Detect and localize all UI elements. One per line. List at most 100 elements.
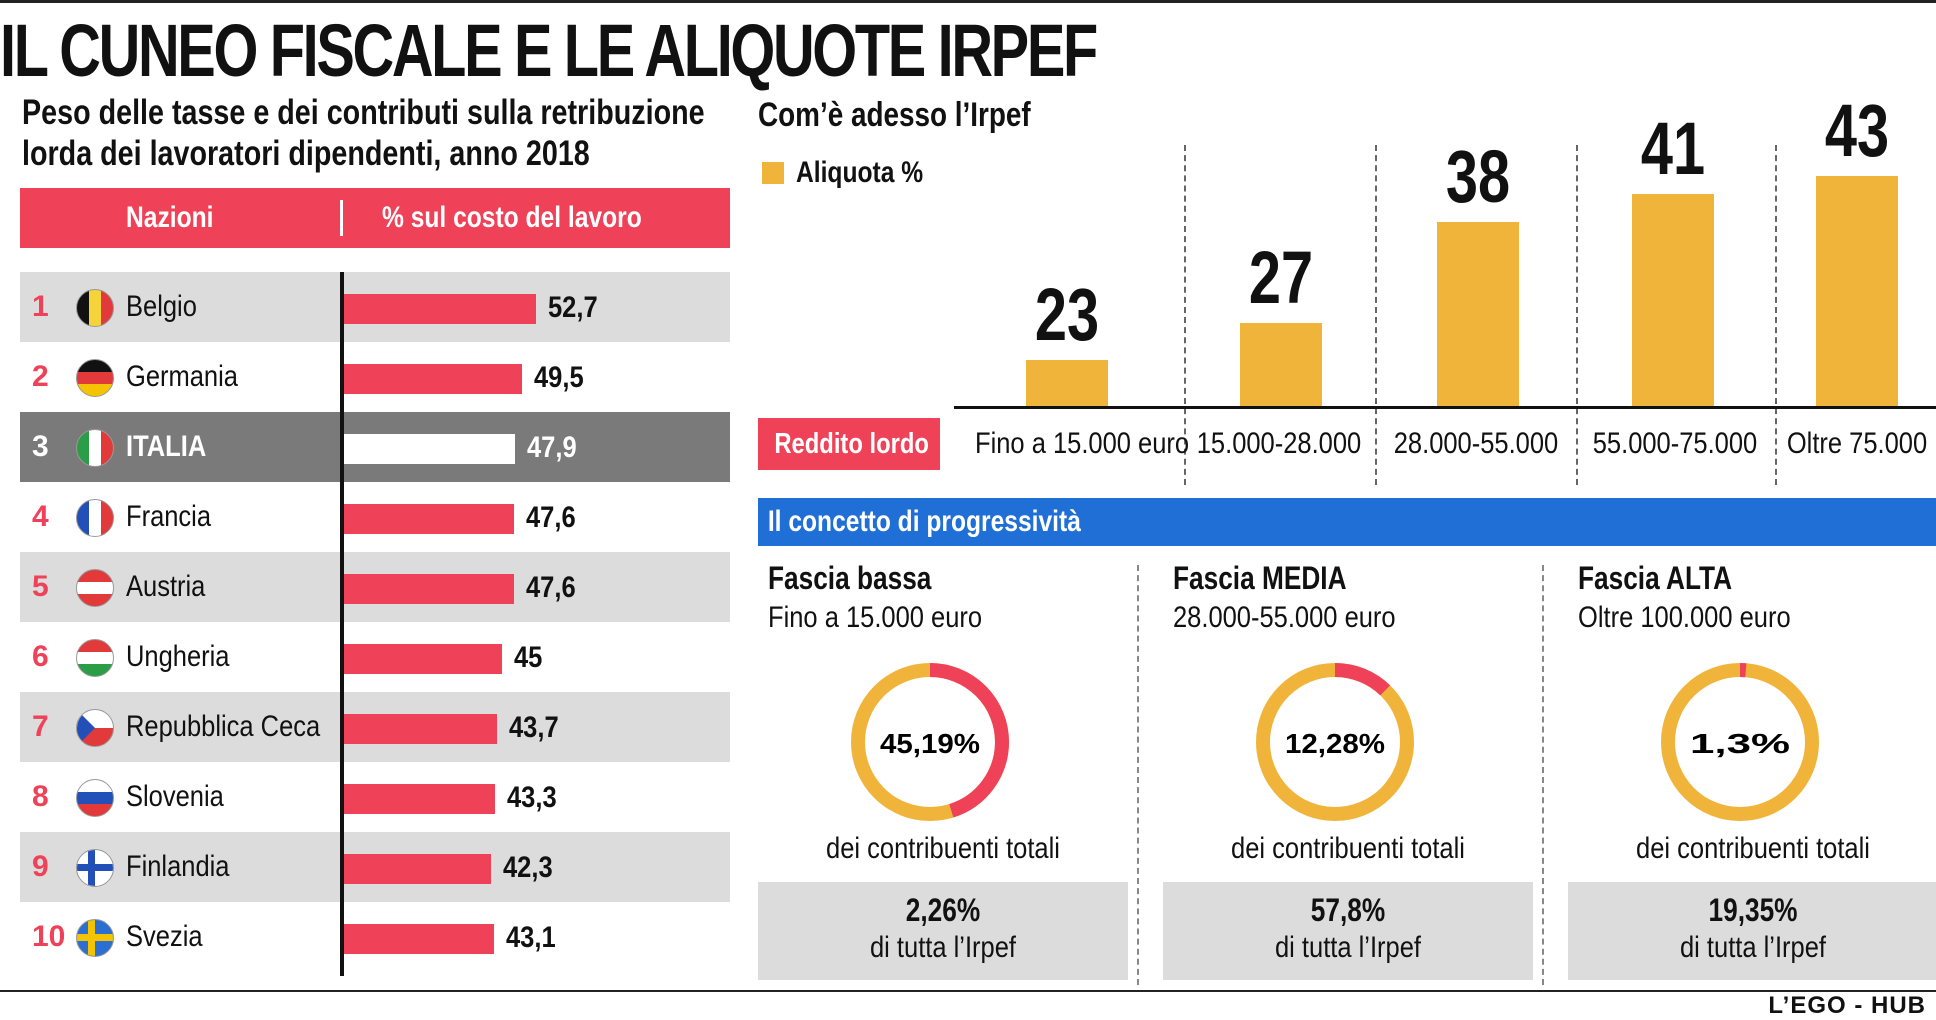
donut-chart: 1,3% xyxy=(1661,663,1819,821)
donut-pct-label: 1,3% xyxy=(1690,728,1790,759)
flag-ungheria-icon xyxy=(76,639,114,677)
bar-axis-line xyxy=(340,272,344,976)
table-row: 7 Repubblica Ceca 43,7 xyxy=(20,692,730,762)
left-chart-subtitle: Peso delle tasse e dei contributi sulla … xyxy=(22,93,705,173)
irpef-value-label: 43 xyxy=(1824,89,1890,172)
rank-number: 6 xyxy=(32,640,49,673)
table-row: 1 Belgio 52,7 xyxy=(20,272,730,342)
donut-share-arc xyxy=(1256,663,1414,821)
column-separator xyxy=(1542,565,1544,985)
contribuenti-label: dei contribuenti totali xyxy=(1231,832,1465,865)
irpef-bar xyxy=(1026,360,1108,406)
category-separator xyxy=(1184,145,1186,485)
bar-mark xyxy=(344,504,514,534)
bottom-rule xyxy=(0,990,1936,992)
rank-number: 10 xyxy=(32,920,66,953)
col-header-value: % sul costo del lavoro xyxy=(382,201,642,234)
flag-triangle xyxy=(77,710,95,746)
table-row: 8 Slovenia 43,3 xyxy=(20,762,730,832)
income-band-label: 15.000-28.000 xyxy=(1196,427,1362,460)
bar-value-label: 42,3 xyxy=(502,851,553,884)
irpef-value-label: 27 xyxy=(1248,236,1314,320)
progressivity-header: Il concetto di progressività xyxy=(758,498,1936,546)
country-name: Francia xyxy=(126,500,212,533)
income-band-label: Fino a 15.000 euro xyxy=(975,427,1190,460)
flag-germania-icon xyxy=(76,359,114,397)
flag-finlandia-icon xyxy=(76,849,114,887)
irpef-chart-title: Com’è adesso l’Irpef xyxy=(758,96,1031,134)
table-row: 2 Germania 49,5 xyxy=(20,342,730,412)
fascia-range: Fino a 15.000 euro xyxy=(768,601,983,634)
reddito-lordo-label: Reddito lordo xyxy=(758,418,940,470)
table-row: 10 Svezia 43,1 xyxy=(20,902,730,972)
category-separator xyxy=(1576,145,1578,485)
rank-number: 7 xyxy=(32,710,49,743)
rank-number: 1 xyxy=(32,290,49,323)
bar-mark xyxy=(344,364,523,394)
table-row: 9 Finlandia 42,3 xyxy=(20,832,730,902)
donut-chart: 45,19% xyxy=(851,663,1009,821)
bar-value-label: 45 xyxy=(514,641,543,674)
income-band-label: 28.000-55.000 xyxy=(1393,427,1559,460)
irpef-bar xyxy=(1816,176,1898,406)
rank-number: 5 xyxy=(32,570,49,603)
rank-number: 2 xyxy=(32,360,49,393)
rank-number: 3 xyxy=(32,430,49,463)
top-rule xyxy=(0,0,1936,3)
column-separator xyxy=(1137,565,1139,985)
country-name: Germania xyxy=(126,360,238,393)
bar-value-label: 43,1 xyxy=(506,921,556,954)
contribuenti-label: dei contribuenti totali xyxy=(826,832,1060,865)
irpef-value-label: 38 xyxy=(1445,135,1511,218)
irpef-share-box: 57,8% di tutta l’Irpef xyxy=(1163,882,1533,980)
fascia-range: Oltre 100.000 euro xyxy=(1578,601,1791,634)
flag-cross-h xyxy=(77,934,113,941)
category-separator xyxy=(1775,145,1777,485)
legend-swatch xyxy=(762,162,784,184)
country-name: Slovenia xyxy=(126,780,224,813)
table-row: 5 Austria 47,6 xyxy=(20,552,730,622)
bar-mark xyxy=(344,434,516,464)
irpef-share-label: di tutta l’Irpef xyxy=(1679,931,1826,964)
table-row: 6 Ungheria 45 xyxy=(20,622,730,692)
irpef-share-pct: 19,35% xyxy=(1708,892,1798,928)
bar-value-label: 52,7 xyxy=(548,291,598,324)
country-name: Ungheria xyxy=(126,640,230,673)
country-name: Svezia xyxy=(126,920,203,953)
bar-value-label: 43,3 xyxy=(506,781,557,814)
irpef-share-box: 19,35% di tutta l’Irpef xyxy=(1568,882,1936,980)
donut-share-arc xyxy=(1661,663,1819,821)
donut-pct-label: 12,28% xyxy=(1285,728,1385,759)
country-name: Belgio xyxy=(126,290,197,323)
fascia-column: Fascia ALTA Oltre 100.000 euro 1,3% dei con… xyxy=(1568,560,1936,980)
donut-pct-label: 45,19% xyxy=(880,728,980,759)
irpef-share-pct: 2,26% xyxy=(905,892,981,928)
country-name: ITALIA xyxy=(126,430,207,463)
fascia-range: 28.000-55.000 euro xyxy=(1173,601,1396,634)
irpef-share-label: di tutta l’Irpef xyxy=(869,931,1016,964)
contribuenti-label: dei contribuenti totali xyxy=(1636,832,1870,865)
legend-label: Aliquota % xyxy=(796,156,924,189)
fascia-name: Fascia ALTA xyxy=(1578,560,1733,596)
bar-mark xyxy=(344,714,497,744)
bar-mark xyxy=(344,924,495,954)
bar-value-label: 43,7 xyxy=(508,711,559,744)
col-header-country: Nazioni xyxy=(126,201,214,234)
irpef-share-pct: 57,8% xyxy=(1310,892,1386,928)
country-name: Austria xyxy=(126,570,206,603)
flag-svezia-icon xyxy=(76,919,114,957)
rank-number: 4 xyxy=(32,500,49,533)
bar-mark xyxy=(344,294,537,324)
income-band-label: 55.000-75.000 xyxy=(1592,427,1758,460)
bar-mark xyxy=(344,574,514,604)
irpef-value-label: 41 xyxy=(1640,107,1706,191)
table-row: 4 Francia 47,6 xyxy=(20,482,730,552)
flag-italia-icon xyxy=(76,429,114,467)
rank-number: 8 xyxy=(32,780,49,813)
bar-mark xyxy=(344,854,491,884)
category-separator xyxy=(1375,145,1377,485)
flag-cross-h xyxy=(77,864,113,871)
donut-share-arc xyxy=(851,663,1009,821)
bar-value-label: 49,5 xyxy=(534,361,584,394)
bar-value-label: 47,9 xyxy=(527,431,577,464)
